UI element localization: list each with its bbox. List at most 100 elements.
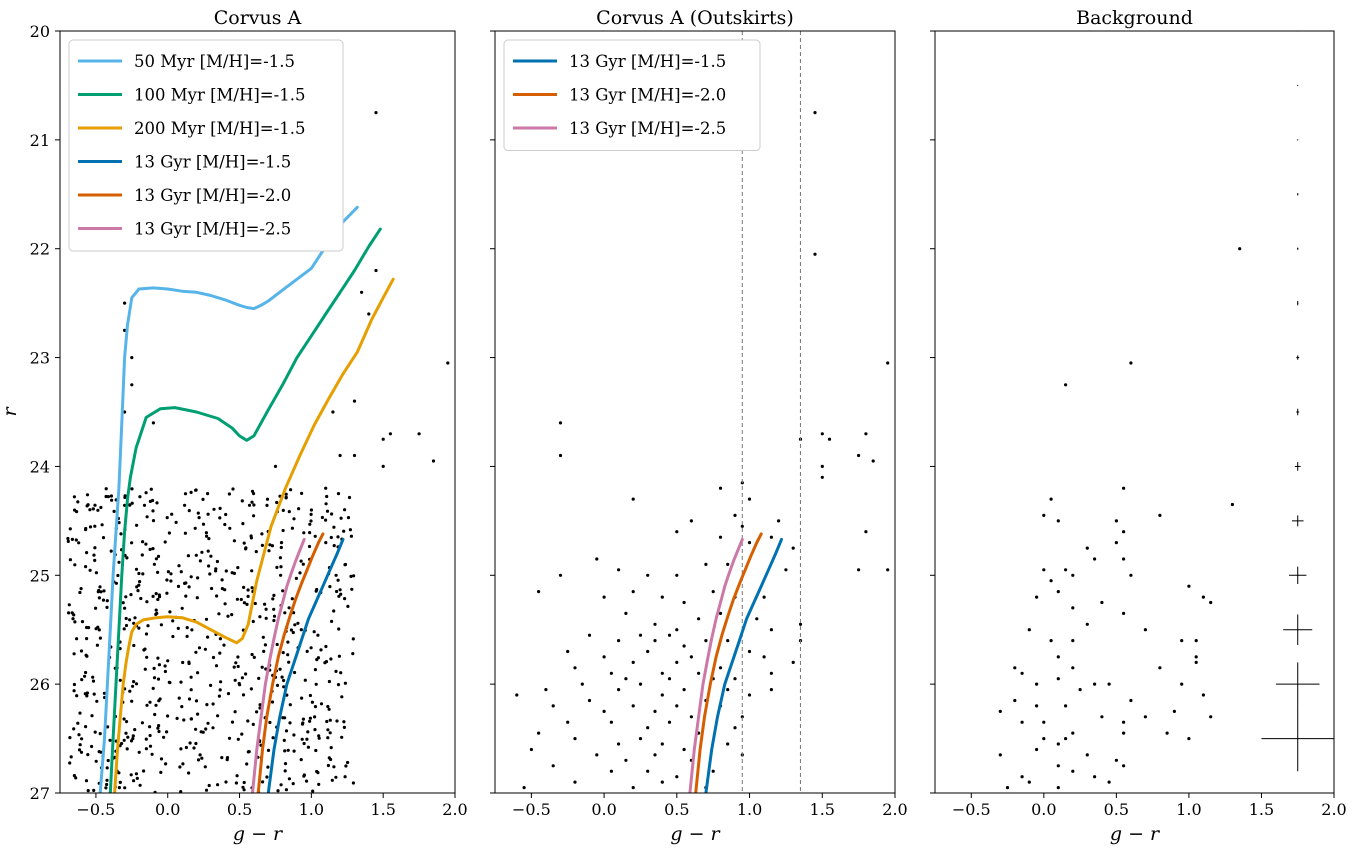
data-point (91, 507, 95, 511)
data-point (580, 682, 584, 686)
data-point (573, 780, 577, 784)
data-point (864, 432, 868, 436)
data-point (142, 648, 146, 652)
data-point (346, 760, 350, 765)
data-point (609, 769, 614, 773)
data-point (308, 693, 312, 698)
data-point (1071, 606, 1075, 610)
data-point (122, 717, 126, 721)
data-point (646, 649, 650, 654)
data-point (281, 508, 285, 512)
x-tick-label: 0.0 (155, 800, 180, 819)
data-point (239, 597, 243, 602)
data-point (200, 756, 204, 760)
data-point (544, 688, 548, 692)
data-point (74, 538, 78, 542)
data-point (169, 579, 173, 583)
data-point (791, 546, 795, 550)
data-point (820, 464, 824, 468)
data-point (66, 539, 70, 544)
data-point (309, 512, 313, 517)
data-point (78, 743, 82, 747)
data-point (106, 758, 110, 763)
y-tick-label: 21 (30, 131, 50, 150)
data-point (324, 541, 328, 545)
data-point (129, 593, 133, 597)
data-point (339, 516, 343, 520)
panel-title: Background (1076, 7, 1193, 29)
data-point (1172, 709, 1176, 714)
data-point (784, 568, 788, 572)
data-point (159, 757, 164, 761)
data-point (209, 683, 213, 688)
data-point (1027, 628, 1031, 632)
data-point (631, 786, 635, 790)
y-tick-label: 26 (30, 675, 50, 694)
data-point (234, 661, 238, 665)
data-point (152, 562, 156, 566)
data-point (75, 694, 79, 698)
data-point (265, 497, 270, 501)
legend-label: 13 Gyr [M/H]=-2.5 (569, 119, 726, 138)
data-point (1085, 622, 1089, 626)
data-point (206, 635, 210, 639)
data-point (864, 530, 868, 534)
data-point (1071, 731, 1075, 735)
data-point (675, 573, 679, 577)
data-point (1122, 530, 1126, 534)
data-point (281, 716, 285, 720)
data-point (72, 774, 76, 778)
data-point (326, 728, 330, 732)
data-point (265, 503, 269, 507)
data-point (95, 643, 99, 647)
data-point (660, 742, 664, 746)
data-point (77, 541, 81, 545)
data-point (342, 529, 346, 533)
data-point (313, 728, 317, 732)
data-point (326, 704, 330, 709)
data-point (328, 718, 332, 722)
data-point (302, 741, 306, 746)
axes-frame (59, 30, 456, 794)
data-point (718, 611, 723, 616)
data-point (264, 607, 268, 611)
data-point (340, 735, 344, 739)
data-point (1056, 519, 1060, 523)
data-point (211, 702, 215, 706)
data-point (446, 361, 450, 365)
data-point (234, 781, 238, 785)
data-point (1071, 573, 1075, 577)
data-point (646, 769, 650, 773)
data-point (726, 688, 730, 692)
x-tick-label: 1.5 (370, 800, 395, 819)
error-bar (1289, 566, 1307, 584)
data-point (165, 578, 169, 582)
x-tick-label: 0.5 (1104, 800, 1129, 819)
data-point (247, 503, 252, 507)
data-point (813, 111, 817, 115)
data-point (163, 540, 167, 544)
data-point (252, 514, 256, 518)
data-point (105, 766, 109, 770)
data-point (79, 750, 84, 754)
data-point (187, 697, 192, 701)
data-point (311, 789, 315, 793)
data-point (164, 762, 168, 766)
data-point (69, 755, 73, 759)
data-point (188, 741, 192, 745)
plot-area (515, 31, 890, 793)
data-point (339, 592, 343, 596)
data-point (144, 747, 148, 751)
data-point (151, 519, 156, 523)
data-point (163, 669, 167, 674)
data-point (303, 678, 307, 682)
panel-title: Corvus A (Outskirts) (596, 7, 794, 29)
error-bar (1297, 84, 1299, 87)
data-point (711, 769, 715, 773)
data-point (194, 741, 198, 746)
data-point (216, 714, 220, 718)
data-point (675, 530, 679, 534)
data-point (109, 549, 113, 553)
data-point (755, 617, 759, 621)
data-point (93, 558, 97, 563)
